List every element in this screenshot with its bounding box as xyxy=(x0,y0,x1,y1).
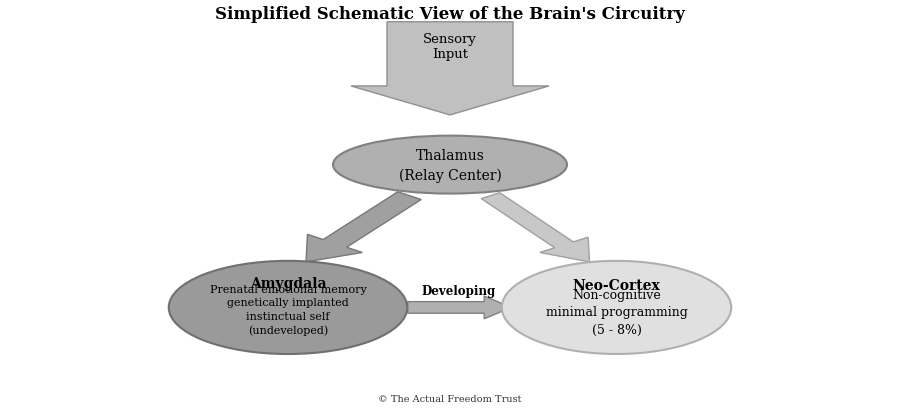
Text: Developing: Developing xyxy=(422,285,496,298)
Text: Neo-Cortex: Neo-Cortex xyxy=(572,278,661,292)
Ellipse shape xyxy=(333,136,567,194)
FancyArrow shape xyxy=(306,192,421,262)
Text: At Birth: At Birth xyxy=(412,23,488,40)
Polygon shape xyxy=(351,23,549,116)
Text: (Relay Center): (Relay Center) xyxy=(399,168,501,182)
FancyArrow shape xyxy=(408,297,511,319)
Text: Sensory
Input: Sensory Input xyxy=(423,33,477,60)
Text: Thalamus: Thalamus xyxy=(416,149,484,163)
Text: Non-cognitive
minimal programming
(5 - 8%): Non-cognitive minimal programming (5 - 8… xyxy=(545,288,688,336)
Text: Simplified Schematic View of the Brain's Circuitry: Simplified Schematic View of the Brain's… xyxy=(215,6,685,23)
Text: Amygdala: Amygdala xyxy=(249,276,327,290)
Text: Prenatal emotional memory
genetically implanted
instinctual self
(undeveloped): Prenatal emotional memory genetically im… xyxy=(210,284,366,335)
Ellipse shape xyxy=(169,261,407,354)
Ellipse shape xyxy=(502,261,731,354)
FancyArrow shape xyxy=(482,193,590,262)
Text: © The Actual Freedom Trust: © The Actual Freedom Trust xyxy=(378,394,522,403)
